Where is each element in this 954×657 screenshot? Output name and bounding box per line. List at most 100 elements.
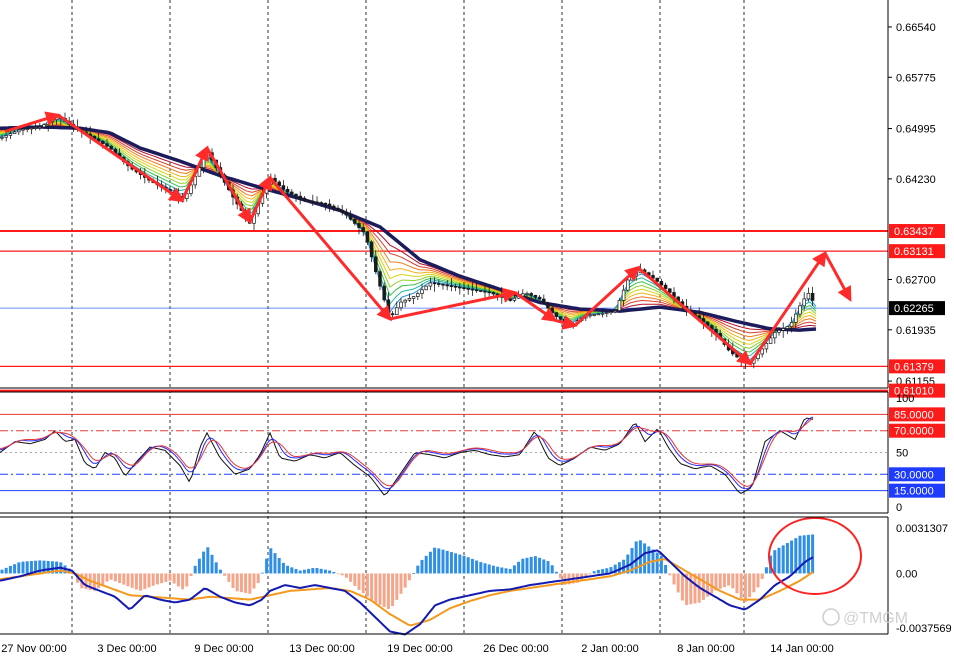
candle-body: [634, 272, 638, 277]
macd-histogram-bar: [8, 566, 12, 574]
macd-histogram-bar: [143, 573, 147, 590]
time-tick-label: 13 Dec 00:00: [289, 643, 354, 655]
candle: [802, 292, 806, 311]
price-axis: 0.66540 0.65775 0.64995 0.64230 0.62700 0.619…: [0, 0, 952, 635]
trend-arrow: [389, 287, 518, 321]
macd-histogram-bar: [416, 565, 420, 574]
macd-histogram-bar: [668, 573, 672, 576]
macd-histogram-bar: [13, 564, 17, 574]
ma-ribbon-line: [0, 123, 817, 338]
candle: [428, 277, 433, 291]
macd-histogram-bar: [130, 573, 134, 588]
macd-histogram-bar: [533, 556, 537, 574]
candle: [659, 278, 664, 287]
candle-body: [651, 275, 655, 279]
candle: [407, 293, 412, 302]
macd-histogram-bar: [269, 548, 273, 574]
candle: [798, 301, 802, 318]
candle: [315, 196, 319, 205]
macd-histogram-bar: [735, 573, 739, 594]
macd-histogram-bar: [479, 562, 483, 574]
macd-histogram-bar: [609, 567, 613, 574]
candle-body: [281, 185, 286, 190]
candle: [29, 127, 34, 135]
candle: [378, 268, 382, 291]
candle: [529, 291, 533, 299]
level-label-box: [889, 224, 945, 239]
candle: [474, 283, 479, 293]
candle: [340, 205, 344, 216]
trend-arrow: [4, 111, 61, 133]
candle-body: [344, 211, 349, 216]
candle-body: [512, 297, 517, 301]
macd-histogram-bar: [395, 573, 399, 600]
macd-histogram-bar: [718, 573, 722, 589]
macd-histogram-bar: [256, 573, 260, 584]
macd-histogram-bar: [134, 573, 138, 590]
candle: [344, 208, 349, 219]
candle-body: [277, 181, 281, 186]
candle-body: [424, 285, 428, 291]
candle-body: [777, 329, 781, 333]
candle: [605, 310, 609, 318]
candle-body: [504, 296, 508, 300]
candle-body: [663, 284, 668, 290]
macd-histogram-bar: [743, 573, 747, 603]
candle-body: [659, 281, 664, 286]
candle: [395, 301, 399, 316]
macd-histogram-bar: [437, 548, 441, 574]
candle-body: [12, 131, 17, 135]
candle: [277, 180, 281, 186]
macd-histogram-bar: [727, 573, 731, 586]
macd-histogram-bar: [512, 565, 516, 574]
macd-histogram-bar: [491, 565, 495, 574]
macd-histogram-bar: [500, 567, 504, 574]
candle-body: [558, 316, 563, 320]
macd-histogram-bar: [277, 558, 281, 574]
candle: [542, 294, 546, 304]
macd-histogram-bar: [756, 573, 760, 588]
candle: [445, 279, 449, 291]
macd-histogram-bar: [475, 560, 479, 574]
macd-histogram-bar: [542, 559, 546, 574]
macd-histogram-bar: [21, 561, 25, 574]
candle-body: [298, 195, 302, 199]
candle-body: [399, 301, 403, 309]
watermark-text: @TMGM: [843, 610, 908, 627]
candle-body: [294, 193, 298, 197]
macd-histogram-bar: [449, 552, 453, 574]
candle-body: [357, 223, 361, 228]
candle: [327, 199, 332, 212]
macd-histogram-bar: [483, 563, 487, 574]
candle-body: [374, 256, 378, 273]
candle-body: [525, 293, 529, 295]
candle-body: [621, 289, 626, 301]
candle: [332, 204, 336, 212]
macd-histogram-bar: [84, 573, 88, 590]
candle-body: [33, 127, 38, 129]
candle-body: [332, 205, 336, 209]
macd-histogram-bar: [210, 554, 214, 574]
price-tick-label: 0.61935: [896, 325, 936, 337]
level-label-box: [889, 359, 945, 374]
candle-body: [386, 299, 391, 315]
macd-histogram-bar: [273, 553, 277, 574]
oscillator-level-box: [889, 467, 945, 482]
macd-histogram-bar: [34, 560, 38, 574]
macd-histogram-bar: [214, 562, 218, 574]
candle: [533, 294, 538, 300]
macd-histogram-bar: [252, 573, 256, 589]
macd-histogram-bar: [353, 573, 357, 586]
macd-histogram-bar: [680, 573, 684, 601]
candle-body: [781, 328, 785, 331]
macd-histogram-bar: [634, 541, 638, 574]
watermark-logo-icon: [822, 608, 840, 626]
candle-body: [403, 299, 407, 303]
candle-body: [327, 203, 332, 207]
macd-histogram-bar: [798, 535, 802, 574]
candle: [470, 282, 475, 296]
candle: [651, 270, 655, 280]
candle: [609, 310, 613, 315]
macd-histogram-bar: [189, 573, 193, 577]
